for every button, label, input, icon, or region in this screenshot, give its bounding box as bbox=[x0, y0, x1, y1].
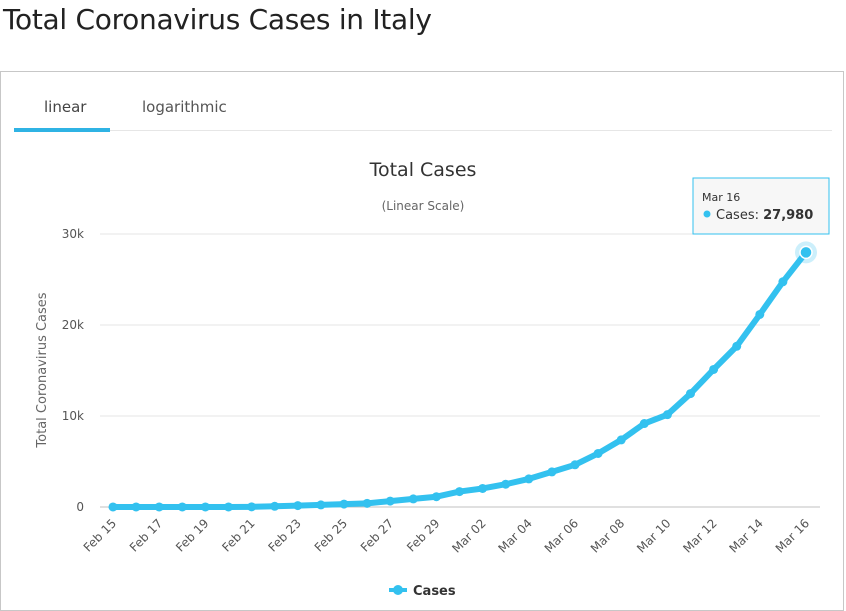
y-axis-label: Total Coronavirus Cases bbox=[35, 292, 50, 448]
data-point[interactable] bbox=[362, 498, 372, 508]
tab-linear[interactable]: linear bbox=[44, 98, 87, 116]
data-point[interactable] bbox=[108, 502, 118, 512]
active-tab-indicator bbox=[14, 128, 110, 132]
y-tick-label: 10k bbox=[62, 409, 84, 423]
data-point[interactable] bbox=[339, 499, 349, 509]
legend-marker bbox=[393, 585, 403, 595]
series-cases bbox=[108, 241, 817, 512]
x-tick-label: Mar 02 bbox=[449, 516, 488, 555]
x-tick-label: Feb 27 bbox=[358, 516, 396, 554]
tooltip: Mar 16 Cases: 27,980 bbox=[692, 177, 830, 235]
data-point[interactable] bbox=[709, 364, 719, 374]
x-tick-label: Mar 08 bbox=[588, 516, 627, 555]
x-tick-label: Mar 10 bbox=[634, 516, 673, 555]
data-point[interactable] bbox=[177, 502, 187, 512]
x-tick-label: Feb 15 bbox=[81, 516, 119, 554]
chart-panel: linear logarithmic bbox=[0, 71, 844, 611]
tooltip-line: Cases: 27,980 bbox=[716, 208, 813, 223]
x-tick-label: Feb 19 bbox=[173, 516, 211, 554]
tooltip-marker bbox=[703, 210, 711, 218]
data-point[interactable] bbox=[316, 500, 326, 510]
x-tick-label: Feb 29 bbox=[404, 516, 442, 554]
data-point[interactable] bbox=[247, 502, 257, 512]
data-point[interactable] bbox=[547, 467, 557, 477]
data-point[interactable] bbox=[154, 502, 164, 512]
scale-tabs: linear logarithmic bbox=[14, 72, 832, 132]
data-point[interactable] bbox=[732, 341, 742, 351]
tab-logarithmic[interactable]: logarithmic bbox=[142, 98, 227, 116]
tooltip-value: 27,980 bbox=[763, 208, 813, 223]
data-point[interactable] bbox=[570, 460, 580, 470]
data-point[interactable] bbox=[224, 502, 233, 512]
tooltip-box bbox=[692, 177, 830, 235]
page-title: Total Coronavirus Cases in Italy bbox=[3, 3, 432, 36]
data-point[interactable] bbox=[431, 492, 441, 502]
series-line bbox=[110, 249, 809, 510]
data-point[interactable] bbox=[200, 502, 210, 512]
x-tick-label: Feb 21 bbox=[219, 516, 257, 554]
data-point[interactable] bbox=[501, 479, 511, 489]
data-point[interactable] bbox=[385, 496, 395, 506]
x-tick-label: Mar 16 bbox=[773, 516, 812, 555]
x-tick-label: Mar 12 bbox=[680, 516, 719, 555]
x-tick-label: Mar 06 bbox=[542, 516, 581, 555]
data-point[interactable] bbox=[616, 435, 626, 445]
tooltip-series-label: Cases: bbox=[716, 208, 763, 223]
x-tick-label: Mar 04 bbox=[496, 516, 535, 555]
x-tick-label: Feb 17 bbox=[127, 516, 165, 554]
data-point[interactable] bbox=[408, 494, 418, 504]
x-axis-ticks: Feb 15 Feb 17 Feb 19 Feb 21 Feb 23 Feb 25 Feb … bbox=[81, 516, 812, 555]
data-point[interactable] bbox=[686, 389, 695, 399]
x-tick-label: Feb 25 bbox=[312, 516, 350, 554]
data-point[interactable] bbox=[455, 487, 464, 497]
data-point[interactable] bbox=[524, 474, 534, 484]
data-point[interactable] bbox=[662, 410, 672, 420]
chart-title: Total Cases bbox=[369, 159, 477, 181]
data-point[interactable] bbox=[293, 501, 303, 511]
legend[interactable]: Cases bbox=[389, 584, 456, 599]
x-tick-label: Feb 23 bbox=[265, 516, 303, 554]
y-tick-label: 30k bbox=[62, 227, 84, 241]
data-point[interactable] bbox=[478, 483, 488, 493]
x-tick-label: Mar 14 bbox=[727, 516, 766, 555]
y-tick-label: 0 bbox=[76, 500, 84, 514]
data-point[interactable] bbox=[799, 245, 813, 260]
legend-label-cases[interactable]: Cases bbox=[413, 584, 456, 599]
y-axis-ticks: 0 10k 20k 30k bbox=[62, 227, 84, 514]
data-point[interactable] bbox=[270, 501, 280, 511]
data-point[interactable] bbox=[778, 277, 788, 287]
data-point[interactable] bbox=[593, 448, 603, 458]
y-tick-label: 20k bbox=[62, 318, 84, 332]
data-point[interactable] bbox=[755, 309, 765, 319]
tooltip-date: Mar 16 bbox=[702, 191, 740, 204]
data-point[interactable] bbox=[131, 502, 141, 512]
chart-subtitle: (Linear Scale) bbox=[382, 199, 465, 213]
data-point[interactable] bbox=[639, 419, 649, 429]
